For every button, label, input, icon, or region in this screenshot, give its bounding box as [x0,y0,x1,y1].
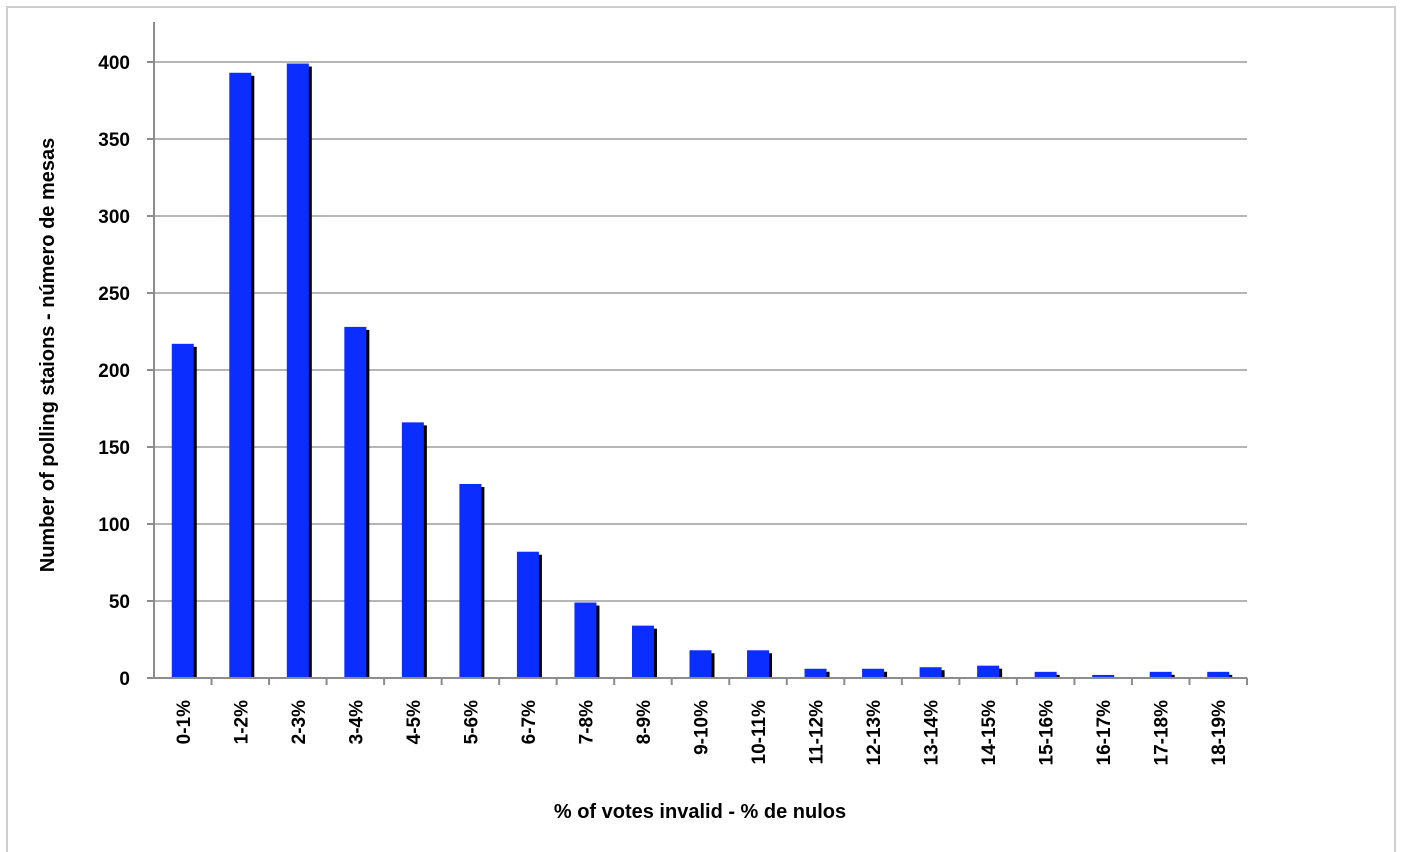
y-tick-label: 350 [98,130,130,151]
y-tick-label: 300 [98,207,130,228]
x-tick-label: 15-16% [1037,700,1058,766]
x-tick-labels: 0-1% 1-2% 2-3% 3-4% 4-5% 5-6% 6-7% 7-8% 8-9% 9-10… [174,700,1230,766]
x-tick-label: 0-1% [174,700,195,744]
x-axis-title: % of votes invalid - % de nulos [554,801,846,823]
gridlines [154,61,1247,602]
bar-16-17% [1092,674,1115,678]
bars [171,63,1233,679]
bar-12-13% [862,668,885,678]
y-axis-title: Number of polling staions - número de me… [37,138,59,573]
x-tick-label: 5-6% [461,700,482,744]
bar-10-11% [747,650,770,678]
x-tick-label: 13-14% [922,700,943,766]
bar-9-10% [689,650,712,678]
y-tick-label: 200 [98,361,130,382]
y-tick-labels: 0 50 100 150 200 250 300 350 400 [98,53,130,690]
bar-14-15% [977,665,1000,678]
x-tick-label: 4-5% [404,700,425,744]
bar-17-18% [1149,671,1172,678]
x-tick-label: 17-18% [1152,700,1173,766]
x-tick-label: 1-2% [231,700,252,744]
bar-3-4% [344,326,367,678]
y-tick-label: 150 [98,438,130,459]
bar-0-1% [171,343,194,678]
bar-1-2% [229,72,252,678]
bar-15-16% [1034,671,1057,678]
x-tick-label: 2-3% [289,700,310,744]
bar-4-5% [401,422,424,678]
y-tick-label: 400 [98,53,130,74]
x-tick-label: 11-12% [807,700,828,765]
x-tick-label: 6-7% [519,700,540,744]
x-tick-label: 12-13% [864,700,885,766]
x-tick-label: 8-9% [634,700,655,744]
x-tick-label: 7-8% [576,700,597,744]
x-tick-label: 9-10% [692,700,713,755]
y-tick-label: 250 [98,284,130,305]
bar-7-8% [574,602,597,678]
x-tick-label: 3-4% [346,700,367,744]
bar-11-12% [804,668,827,678]
y-tick-label: 100 [98,515,130,536]
y-tick-label: 0 [119,669,130,690]
x-tick-label: 14-15% [979,700,1000,766]
x-tick-label: 16-17% [1094,700,1115,766]
bar-18-19% [1207,671,1230,678]
bar-5-6% [459,483,482,678]
bar-13-14% [919,667,942,678]
x-tick-label: 10-11% [749,700,770,765]
axes [147,22,1248,685]
y-tick-label: 50 [109,592,130,613]
x-tick-label: 18-19% [1209,700,1230,766]
bar-8-9% [631,625,654,678]
bar-2-3% [286,63,309,679]
bar-6-7% [516,551,539,678]
